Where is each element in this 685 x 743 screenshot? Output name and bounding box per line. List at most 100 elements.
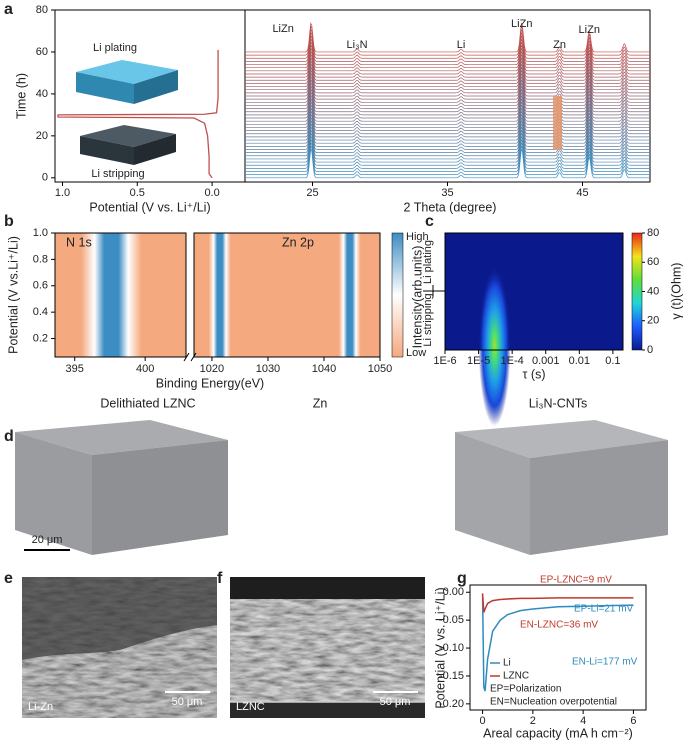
colorbar-title: Intensity(arb.units) <box>410 246 424 349</box>
render-zn <box>248 418 398 552</box>
panel-label: b <box>4 213 14 230</box>
annotation: EN-LZNC=36 mV <box>520 620 598 631</box>
x-tick-label: 1E-6 <box>433 355 456 367</box>
colorbar <box>391 232 404 358</box>
xrd-curve <box>245 147 650 179</box>
x-tick-label: 0.1 <box>605 355 620 367</box>
y-tick-label: 60 <box>36 46 48 58</box>
x-axis-title: Binding Energy(eV) <box>156 376 264 390</box>
colorbar <box>631 232 643 351</box>
peak-label: Li <box>457 39 466 51</box>
y-tick-label: 20 <box>36 130 48 142</box>
x-axis-title: Areal capacity (mA h cm⁻²) <box>483 726 633 740</box>
y-tick-label: -0.15 <box>439 670 464 682</box>
panel-label: c <box>425 213 434 230</box>
image-label: Li-Zn <box>28 701 53 713</box>
colorbar-tick-label: 80 <box>647 227 659 239</box>
y-axis-title: Potential (V vs. Li⁺/Li) <box>433 587 447 708</box>
frame <box>193 232 381 358</box>
y-tick-label: 0.2 <box>33 332 48 344</box>
x-tick-label: 45 <box>576 187 588 199</box>
intensity-band <box>338 233 361 357</box>
potential-line <box>481 593 634 613</box>
x-tick-label: 395 <box>66 363 84 375</box>
panel-label: f <box>217 570 223 587</box>
annotation: EN-Li=177 mV <box>572 657 638 668</box>
y-tick-label: -0.20 <box>439 698 464 710</box>
intensity-band <box>81 233 142 357</box>
colorbar-tick-label: 0 <box>647 344 653 356</box>
render-lznc <box>15 420 228 555</box>
peak-label: LiZn <box>272 23 293 35</box>
xrd-curve <box>245 144 650 176</box>
y-tick-label: 40 <box>36 88 48 100</box>
y-tick-label: 0.00 <box>443 586 464 598</box>
frame <box>469 584 647 711</box>
render-li3n <box>455 420 668 555</box>
potential-line <box>481 595 634 692</box>
x-tick-label: 0.0 <box>204 187 219 199</box>
annotation: Li stripping <box>422 293 434 346</box>
x-tick-label: 1.0 <box>55 187 70 199</box>
legend-label: LZNC <box>503 671 529 682</box>
panel-label: d <box>4 428 14 445</box>
break-gap <box>186 353 194 361</box>
y-tick-label: 1.0 <box>33 227 48 239</box>
y-tick-label: 0 <box>42 172 48 184</box>
annotation: EP-Li=21 mV <box>574 604 634 615</box>
x-tick-label: 1050 <box>368 363 392 375</box>
annotation: Li plating <box>93 42 137 54</box>
peak-label: Zn <box>553 39 566 51</box>
y-axis-title: Potential (V vs.Li⁺/Li) <box>6 236 20 354</box>
x-tick-label: 35 <box>441 187 453 199</box>
frame <box>54 232 187 358</box>
render-title: Zn <box>313 396 328 410</box>
image-label: LZNC <box>236 701 265 713</box>
x-tick-label: 25 <box>306 187 318 199</box>
y-tick-label: -0.10 <box>439 642 464 654</box>
x-tick-label: 4 <box>580 715 586 727</box>
axis-break <box>183 352 197 362</box>
drt-peak <box>478 266 511 426</box>
x-tick-label: 6 <box>630 715 636 727</box>
sem-image-f <box>230 577 425 718</box>
intensity-band <box>208 233 231 357</box>
panel-label: a <box>4 1 13 18</box>
x-tick-label: 1040 <box>312 363 336 375</box>
annotation: EN=Nucleation overpotential <box>490 697 617 708</box>
render-title: Li₃N-CNTs <box>529 396 588 410</box>
x-tick-label: 2 <box>530 715 536 727</box>
panel-label: g <box>457 570 467 587</box>
y-axis-title: Time (h) <box>14 73 28 119</box>
x-tick-label: 400 <box>136 363 154 375</box>
panel-label: e <box>4 570 13 587</box>
y-tick-label: 0.4 <box>33 306 48 318</box>
colorbar-tick-label: 40 <box>647 285 659 297</box>
scale-bar-label: 20 μm <box>32 534 63 546</box>
colorbar-high: High <box>406 231 429 243</box>
x-tick-label: 0.01 <box>569 355 590 367</box>
x-tick-label: 1E-5 <box>467 355 490 367</box>
peak-label: LiZn <box>579 24 600 36</box>
annotation: Zn 2p <box>282 235 314 249</box>
annotation: EP-LZNC=9 mV <box>540 575 612 586</box>
annotation: N 1s <box>66 235 92 249</box>
voltage-line <box>57 49 219 179</box>
stripping-cube <box>80 125 176 165</box>
colorbar-tick-label: 60 <box>647 256 659 268</box>
y-tick-label: -0.05 <box>439 614 464 626</box>
x-axis-title: τ (s) <box>523 367 546 381</box>
xrd-curve <box>245 22 650 53</box>
x-tick-label: 0 <box>480 715 486 727</box>
x-tick-label: 1020 <box>200 363 224 375</box>
x-tick-label: 1030 <box>256 363 280 375</box>
y-tick-label: 0.8 <box>33 253 48 265</box>
scale-bar-label: 50 μm <box>380 696 411 708</box>
annotation: EP=Polarization <box>490 684 561 695</box>
x-tick-label: 0.001 <box>532 355 560 367</box>
colorbar-tick-label: 20 <box>647 315 659 327</box>
x-tick-label: 1E-4 <box>501 355 524 367</box>
x-axis-title: Potential (V vs. Li⁺/Li) <box>89 200 210 214</box>
annotation: Li plating <box>422 240 434 284</box>
